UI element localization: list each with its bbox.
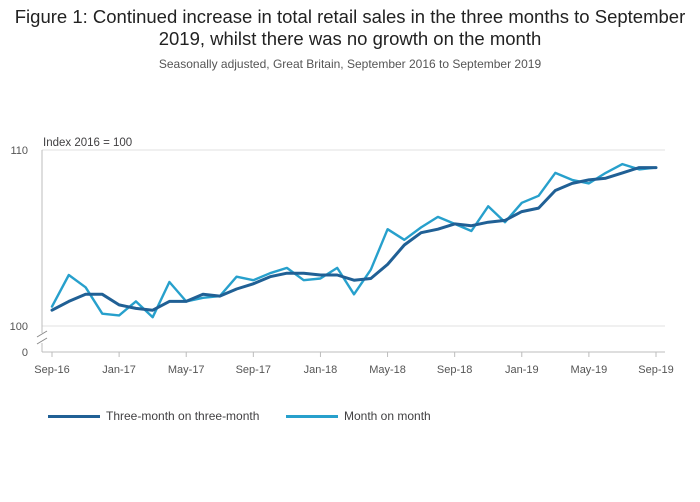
x-tick-label: Jan-19 — [505, 364, 539, 376]
x-tick-label: May-18 — [369, 364, 406, 376]
legend-swatch-month-on-month — [286, 414, 338, 418]
legend-item-three-month[interactable]: Three-month on three-month — [48, 409, 259, 423]
y-tick-label: 100 — [10, 321, 28, 333]
series-line-month-on-month — [50, 162, 658, 319]
x-tick-label: May-17 — [168, 364, 205, 376]
x-tick-label: Jan-18 — [304, 364, 338, 376]
legend-label-three-month: Three-month on three-month — [106, 409, 260, 423]
chart-subtitle: Seasonally adjusted, Great Britain, Sept… — [158, 57, 542, 71]
gridlines — [42, 149, 665, 353]
x-tick-label: May-19 — [571, 364, 608, 376]
legend-swatch-three-month — [48, 414, 100, 418]
chart-title: Figure 1: Continued increase in total re… — [14, 6, 686, 49]
y-axis: 110 100 0 — [10, 145, 48, 359]
y-tick-label: 110 — [10, 145, 28, 157]
x-tick-label: Sep-16 — [34, 364, 69, 376]
axis-break-mark — [36, 337, 48, 345]
legend-item-month-on-month[interactable]: Month on month — [286, 409, 431, 423]
x-tick-label: Jan-17 — [102, 364, 136, 376]
x-tick-label: Sep-17 — [236, 364, 271, 376]
legend-label-month-on-month: Month on month — [344, 409, 431, 423]
series-line-three-month — [50, 166, 658, 312]
x-tick-label: Sep-19 — [638, 364, 673, 376]
x-tick-label: Sep-18 — [437, 364, 472, 376]
y-tick-label: 0 — [22, 347, 28, 359]
y-axis-label: Index 2016 = 100 — [43, 137, 132, 149]
axis-break-mark — [36, 330, 48, 338]
series-lines — [50, 162, 658, 319]
x-axis: Sep-16 Jan-17 May-17 Sep-17 Jan-18 May-18 Sep-… — [34, 352, 674, 376]
